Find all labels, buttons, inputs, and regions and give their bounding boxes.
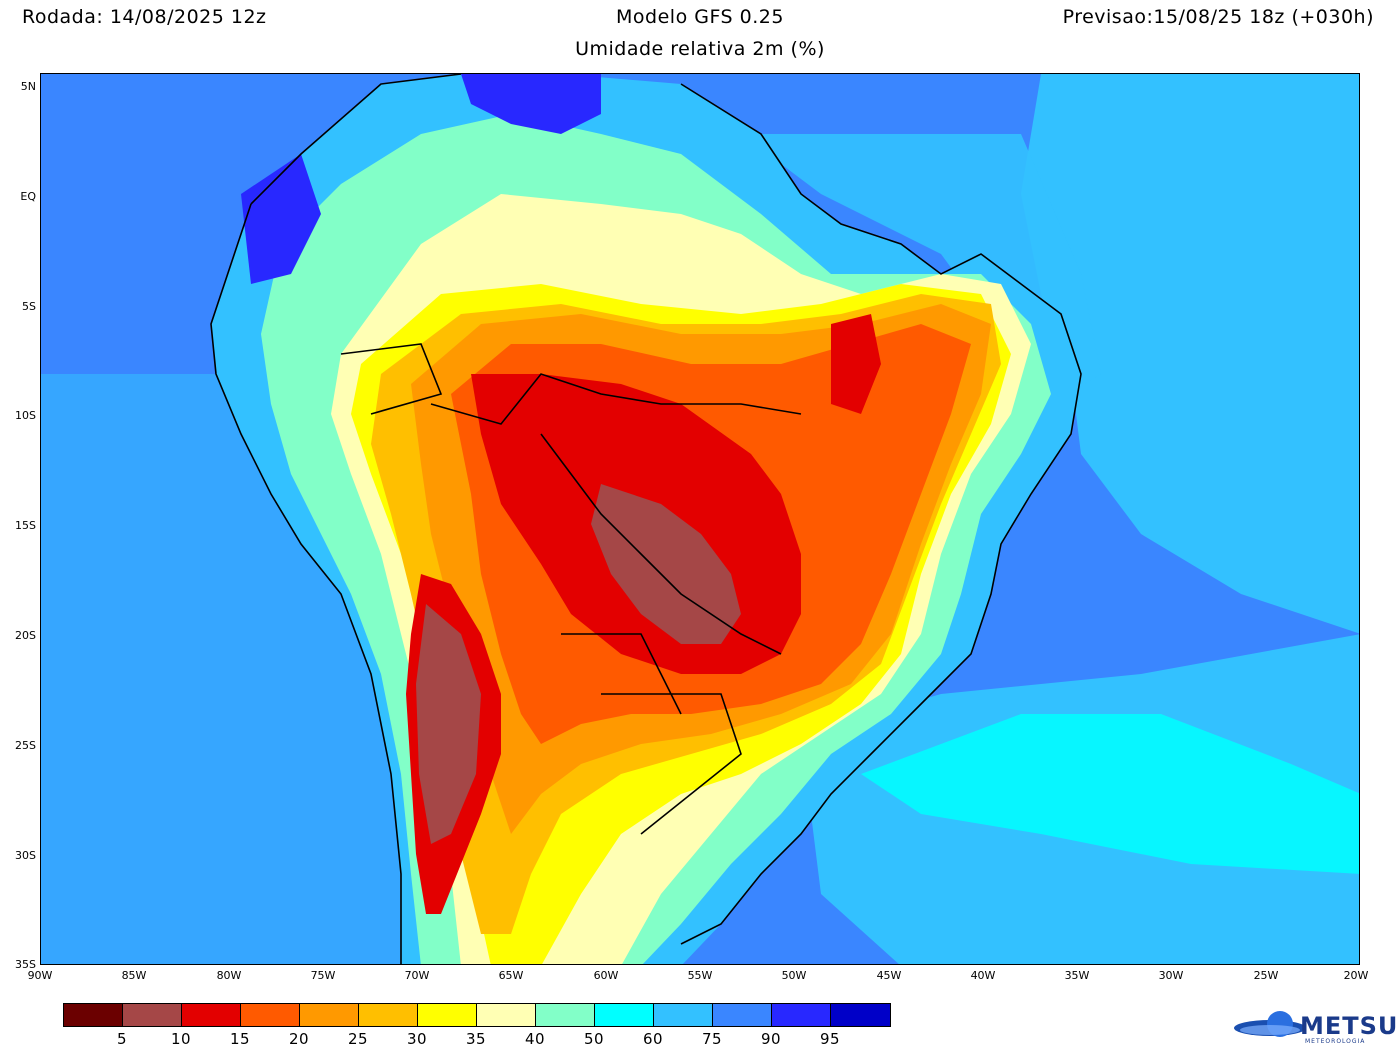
colorbar-label: 40: [524, 1030, 546, 1048]
lon-label: 40W: [970, 969, 996, 982]
colorbar-swatch: [123, 1004, 182, 1026]
colorbar-label: 5: [116, 1030, 128, 1048]
lon-label: 70W: [404, 969, 430, 982]
colorbar-swatch: [595, 1004, 654, 1026]
coastline: [210, 74, 1082, 964]
lon-label: 50W: [781, 969, 807, 982]
lat-label: 20S: [15, 629, 36, 642]
colorbar-swatch: [772, 1004, 831, 1026]
lat-label: 10S: [15, 409, 36, 422]
colorbar-label: 15: [229, 1030, 251, 1048]
colorbar-swatch: [64, 1004, 123, 1026]
lon-label: 45W: [876, 969, 902, 982]
colorbar-swatch: [713, 1004, 772, 1026]
lat-label: 25S: [15, 739, 36, 752]
lon-label: 75W: [310, 969, 336, 982]
logo-subtitle: METEOROLOGIA: [1305, 1038, 1366, 1045]
colorbar-swatch: [654, 1004, 713, 1026]
lat-label: EQ: [20, 190, 36, 203]
colorbar: [63, 1003, 891, 1027]
lon-label: 80W: [216, 969, 242, 982]
lat-label: 5S: [22, 300, 36, 313]
colombia-moist-patch: [241, 154, 321, 284]
metsul-logo-icon: [1234, 1011, 1306, 1037]
colorbar-swatch: [182, 1004, 241, 1026]
atlantic-moist-zone: [1021, 74, 1359, 634]
colorbar-label: 75: [701, 1030, 723, 1048]
lon-label: 20W: [1343, 969, 1369, 982]
lat-label: 15S: [15, 519, 36, 532]
colorbar-swatch: [477, 1004, 536, 1026]
map-canvas: [41, 74, 1359, 964]
colorbar-label: 20: [288, 1030, 310, 1048]
lon-label: 90W: [27, 969, 53, 982]
lat-label: 5N: [20, 80, 36, 93]
lat-label: 30S: [15, 849, 36, 862]
colorbar-label: 90: [760, 1030, 782, 1048]
humidity-map[interactable]: [40, 73, 1360, 965]
national-borders: [340, 343, 802, 835]
guiana-moist-patch: [461, 74, 601, 134]
colorbar-swatch: [418, 1004, 477, 1026]
northeast-dry-core: [831, 314, 881, 414]
colorbar-swatch: [300, 1004, 359, 1026]
lon-label: 65W: [498, 969, 524, 982]
colorbar-swatch: [536, 1004, 595, 1026]
colorbar-label: 25: [347, 1030, 369, 1048]
lon-label: 85W: [121, 969, 147, 982]
colorbar-swatch: [359, 1004, 418, 1026]
lon-label: 35W: [1064, 969, 1090, 982]
forecast-time-label: Previsao:15/08/25 18z (+030h): [1062, 6, 1374, 28]
colorbar-swatch: [831, 1004, 890, 1026]
lon-label: 25W: [1253, 969, 1279, 982]
colorbar-label: 35: [465, 1030, 487, 1048]
colorbar-label: 10: [170, 1030, 192, 1048]
colorbar-label: 95: [819, 1030, 841, 1048]
south-atlantic-dry-band: [861, 714, 1359, 874]
colorbar-label: 60: [642, 1030, 664, 1048]
colorbar-label: 50: [583, 1030, 605, 1048]
humidity-5-10-core: [591, 484, 741, 644]
run-time-label: Rodada: 14/08/2025 12z: [22, 6, 267, 28]
model-label: Modelo GFS 0.25: [616, 6, 784, 28]
lon-label: 30W: [1158, 969, 1184, 982]
lat-label: 35S: [15, 958, 36, 971]
lon-label: 55W: [687, 969, 713, 982]
lon-label: 60W: [593, 969, 619, 982]
colorbar-swatch: [241, 1004, 300, 1026]
variable-label: Umidade relativa 2m (%): [575, 38, 825, 60]
colorbar-label: 30: [406, 1030, 428, 1048]
logo-name: METSUL: [1300, 1012, 1400, 1040]
altiplano-dry-core: [416, 604, 481, 844]
